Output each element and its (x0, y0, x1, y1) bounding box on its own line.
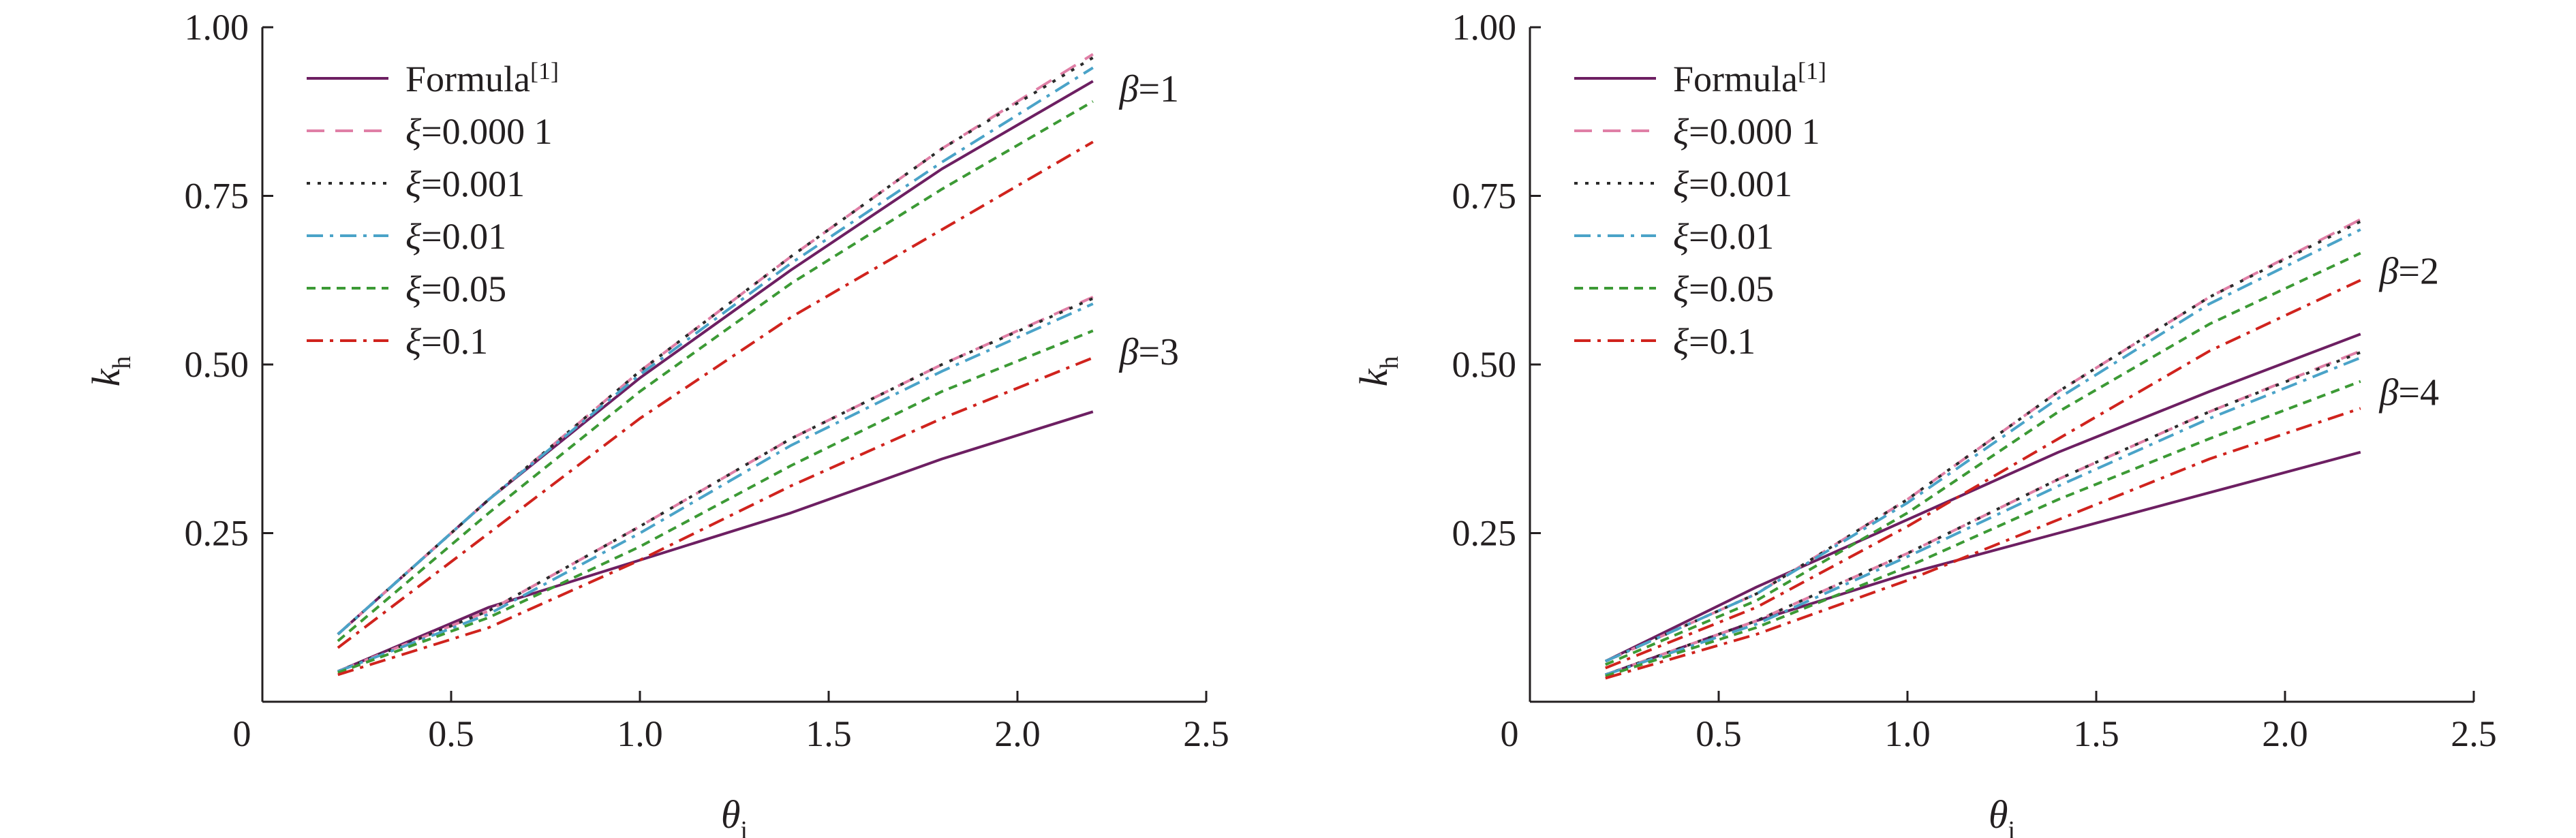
legend-label-symbol: ξ (1673, 216, 1689, 257)
x-tick-label: 0 (233, 713, 251, 754)
x-tick-label: 0.5 (428, 713, 474, 754)
x-axis-title-sub: i (740, 816, 748, 838)
legend-label-text: =0.1 (421, 321, 488, 362)
legend-label: ξ=0.1 (1673, 321, 1755, 362)
series-line (1605, 379, 2361, 678)
x-tick-label: 1.5 (2073, 713, 2119, 754)
legend-label-text: =0.1 (1689, 321, 1755, 362)
curve-annotation: β=2 (2379, 250, 2439, 292)
legend-label: Formula[1] (1673, 57, 1826, 99)
legend-label-text: =0.01 (421, 216, 506, 257)
legend-label: ξ=0.001 (405, 164, 525, 204)
legend-label-text: Formula (405, 59, 530, 99)
legend-label-text: =0.05 (421, 268, 506, 309)
legend-label: ξ=0.01 (1673, 216, 1774, 257)
curve-annotation-symbol: β (2379, 372, 2399, 414)
y-axis-title-sub: h (108, 356, 136, 369)
y-axis-title: kh (84, 356, 136, 387)
y-tick-label: 0.25 (185, 513, 249, 554)
series-line (1605, 251, 2361, 666)
curve-annotation-text: =4 (2398, 372, 2439, 414)
y-axis-title: kh (1351, 356, 1404, 387)
series-line (1604, 228, 2361, 663)
series-line (1605, 350, 2361, 677)
curve-annotation-symbol: β (1119, 331, 1139, 373)
x-axis-title: θi (721, 792, 748, 838)
y-axis-title-sub: h (1375, 356, 1404, 369)
x-axis-title: θi (1989, 792, 2015, 838)
legend-label: ξ=0.05 (1673, 268, 1774, 309)
legend-label-text: =0.001 (421, 164, 525, 204)
series-line (337, 100, 1094, 642)
series-line (1604, 220, 2361, 663)
series-line (1605, 407, 2361, 680)
x-axis-title-sub: i (2008, 816, 2015, 838)
legend-label-symbol: ξ (405, 268, 422, 309)
y-tick-label: 0.75 (185, 176, 249, 217)
series-line (337, 66, 1094, 636)
legend-label-symbol: ξ (405, 321, 422, 362)
curve-annotation-text: =3 (1138, 331, 1179, 373)
x-tick-label: 2.5 (2451, 713, 2497, 754)
legend-label: ξ=0.000 1 (1673, 111, 1820, 152)
x-tick-label: 2.0 (994, 713, 1041, 754)
legend-label: ξ=0.001 (1673, 164, 1792, 204)
curve-annotation: β=1 (1119, 68, 1179, 110)
curve-annotation-text: =2 (2398, 250, 2439, 292)
y-tick-label: 0.25 (1452, 513, 1517, 554)
y-tick-label: 0.50 (185, 344, 249, 385)
series-line (337, 410, 1094, 673)
series-line (1604, 332, 2361, 663)
legend-label-symbol: ξ (1673, 321, 1689, 362)
legend-label-text: =0.001 (1689, 164, 1792, 204)
legend-label-symbol: ξ (405, 111, 422, 152)
series-line (337, 329, 1094, 674)
legend-label-text: =0.000 1 (421, 111, 552, 152)
x-tick-label: 0.5 (1696, 713, 1742, 754)
legend-label-symbol: ξ (1673, 111, 1689, 152)
series-line (1605, 351, 2361, 677)
legend-label: Formula[1] (405, 57, 559, 99)
legend-label: ξ=0.000 1 (405, 111, 553, 152)
legend-label-symbol: ξ (1673, 268, 1689, 309)
curve-annotation: β=3 (1119, 331, 1179, 373)
y-tick-label: 0.75 (1452, 176, 1517, 217)
x-tick-label: 1.0 (1884, 713, 1931, 754)
x-tick-label: 0 (1501, 713, 1519, 754)
y-tick-label: 1.00 (185, 7, 249, 48)
legend-label-symbol: ξ (1673, 164, 1689, 204)
legend-label: ξ=0.01 (405, 216, 506, 257)
legend-label-symbol: ξ (405, 164, 422, 204)
y-tick-label: 1.00 (1452, 7, 1517, 48)
legend-label-superscript: [1] (1798, 57, 1826, 84)
x-tick-label: 1.0 (617, 713, 663, 754)
legend-label-text: =0.05 (1689, 268, 1774, 309)
chart-panel-2: 0.25 0.50 0.75 1.00 0 0.5 1.0 1.5 2.0 2.5 θi kh Form… (1351, 7, 2497, 838)
y-tick-label: 0.50 (1452, 344, 1517, 385)
curve-annotation-symbol: β (2379, 250, 2399, 292)
legend-label-symbol: ξ (405, 216, 422, 257)
legend-label-text: =0.01 (1689, 216, 1774, 257)
chart-panel-1: 0.25 0.50 0.75 1.00 0 0.5 1.0 1.5 2.0 2.5 θi kh Form… (84, 7, 1229, 838)
series-line (337, 140, 1094, 649)
legend-label: ξ=0.1 (405, 321, 488, 362)
series-line (337, 356, 1094, 677)
x-tick-label: 1.5 (806, 713, 852, 754)
curve-annotation: β=4 (2379, 372, 2439, 414)
x-tick-label: 2.0 (2262, 713, 2308, 754)
series-line (337, 302, 1094, 673)
legend-label: ξ=0.05 (405, 268, 506, 309)
legend-label-text: Formula (1673, 59, 1798, 99)
series-line (1605, 279, 2361, 670)
curve-annotation-symbol: β (1119, 68, 1139, 110)
legend-label-text: =0.000 1 (1689, 111, 1820, 152)
series-line (1605, 356, 2361, 677)
curve-annotation-text: =1 (1138, 68, 1179, 110)
x-tick-label: 2.5 (1183, 713, 1229, 754)
series-line (337, 52, 1094, 636)
legend-label-superscript: [1] (530, 57, 559, 84)
